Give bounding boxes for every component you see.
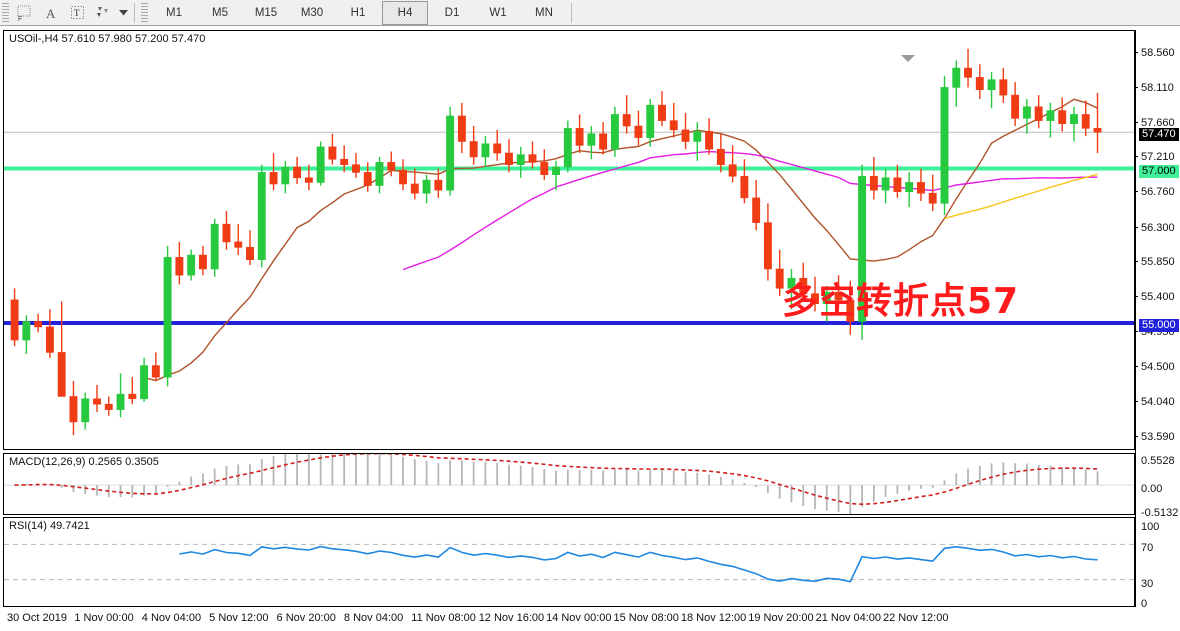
time-tick-label: 1 Nov 00:00 bbox=[74, 612, 134, 624]
timeframe-h4[interactable]: H4 bbox=[382, 0, 428, 25]
price-tick-label: 56.760 bbox=[1141, 186, 1175, 199]
svg-text:F: F bbox=[18, 16, 22, 22]
macd-canvas bbox=[4, 454, 1134, 514]
time-tick-label: 5 Nov 12:00 bbox=[209, 612, 269, 624]
rsi-pane-label: RSI(14) 49.7421 bbox=[9, 520, 90, 532]
rsi-tick-label: 30 bbox=[1141, 578, 1154, 590]
rsi-tick-label: 70 bbox=[1141, 542, 1154, 554]
rsi-tick-label: 100 bbox=[1141, 521, 1160, 533]
price-tickmark bbox=[1135, 51, 1138, 53]
macd-pane-label: MACD(12,26,9) 0.2565 0.3505 bbox=[9, 456, 159, 468]
timeframe-w1[interactable]: W1 bbox=[489, 6, 507, 19]
time-tick-label: 18 Nov 12:00 bbox=[680, 612, 747, 624]
macd-pane[interactable]: MACD(12,26,9) 0.2565 0.3505 bbox=[3, 453, 1135, 515]
time-tick-label: 6 Nov 20:00 bbox=[276, 612, 336, 624]
time-tick-label: 12 Nov 16:00 bbox=[478, 612, 545, 624]
green-level-tag[interactable]: 57.000 bbox=[1139, 164, 1179, 178]
text-label-icon[interactable]: A bbox=[38, 2, 64, 24]
price-tickmark bbox=[1135, 191, 1138, 193]
timeframe-m5[interactable]: M5 bbox=[212, 6, 228, 19]
price-axis[interactable]: 58.560 58.110 57.660 57.210 56.760 56.300 55.8… bbox=[1135, 30, 1180, 610]
time-tick-label: 8 Nov 04:00 bbox=[343, 612, 404, 624]
price-tickmark bbox=[1135, 330, 1138, 332]
chart-scroll-marker-icon[interactable] bbox=[901, 55, 915, 62]
toolbar-divider-right bbox=[571, 2, 572, 23]
price-tickmark bbox=[1135, 226, 1138, 228]
toolbar: F A T M1 M5 M15 M30 H1 H4 D1 W1 MN bbox=[0, 0, 1180, 26]
price-chart-canvas bbox=[4, 48, 1134, 436]
timeframe-h1[interactable]: H1 bbox=[350, 6, 366, 19]
toolbar-grip[interactable] bbox=[2, 2, 9, 23]
price-tickmark bbox=[1135, 436, 1138, 437]
time-tick-label: 14 Nov 00:00 bbox=[546, 612, 612, 624]
price-tick-label: 58.110 bbox=[1141, 81, 1174, 94]
timeframe-m15[interactable]: M15 bbox=[254, 6, 278, 19]
rsi-canvas bbox=[4, 543, 1134, 583]
annotation-text: 多空转折点57 bbox=[782, 281, 1020, 322]
toolbar-divider bbox=[134, 2, 135, 23]
macd-tick-label: 0.00 bbox=[1141, 483, 1163, 496]
timeframe-grip[interactable] bbox=[141, 2, 148, 23]
axis-border bbox=[1135, 30, 1136, 607]
price-tick-label: 57.210 bbox=[1141, 151, 1175, 164]
svg-text:A: A bbox=[46, 6, 56, 21]
rsi-pane[interactable]: RSI(14) 49.7421 bbox=[3, 517, 1135, 607]
time-tick-label: 21 Nov 04:00 bbox=[815, 612, 882, 624]
price-chart-pane[interactable]: USOil-,H4 57.610 57.980 57.200 57.470 bbox=[3, 30, 1135, 450]
timeframe-mn[interactable]: MN bbox=[535, 6, 553, 19]
price-tickmark bbox=[1135, 156, 1138, 158]
timeframe-m1[interactable]: M1 bbox=[166, 6, 182, 19]
macd-tick-label: 0.5528 bbox=[1141, 455, 1175, 467]
time-tick-label: 15 Nov 08:00 bbox=[613, 612, 679, 624]
time-tick-label: 11 Nov 08:00 bbox=[411, 612, 476, 624]
rsi-tick-label: 0 bbox=[1141, 598, 1148, 610]
time-tick-label: 30 Oct 2019 bbox=[7, 612, 67, 624]
price-tick-label: 57.660 bbox=[1141, 116, 1175, 129]
price-pane-label: USOil-,H4 57.610 57.980 57.200 57.470 bbox=[9, 33, 206, 45]
price-tickmark bbox=[1135, 401, 1138, 403]
timeframe-d1[interactable]: D1 bbox=[444, 6, 460, 19]
price-tick-label: 55.400 bbox=[1141, 291, 1175, 304]
dropdown-arrow-icon[interactable] bbox=[116, 2, 130, 24]
price-tick-label: 56.300 bbox=[1141, 221, 1175, 234]
timeframe-m30[interactable]: M30 bbox=[300, 6, 324, 19]
time-tick-label: 4 Nov 04:00 bbox=[141, 612, 202, 624]
price-tick-label: 54.500 bbox=[1141, 360, 1175, 373]
price-tickmark bbox=[1135, 121, 1138, 123]
price-tick-label: 55.850 bbox=[1141, 256, 1175, 269]
crosshair-f-icon[interactable]: F bbox=[12, 2, 38, 24]
svg-text:T: T bbox=[74, 8, 80, 18]
price-tick-label: 53.590 bbox=[1141, 431, 1175, 443]
macd-tick-label: -0.5132 bbox=[1141, 507, 1179, 519]
chart-board: USOil-,H4 57.610 57.980 57.200 57.470 多空… bbox=[0, 26, 1180, 624]
time-tick-label: 22 Nov 12:00 bbox=[883, 612, 949, 624]
price-tickmark bbox=[1135, 261, 1138, 263]
price-tickmark bbox=[1135, 86, 1138, 88]
text-box-icon[interactable]: T bbox=[64, 2, 90, 24]
price-tickmark bbox=[1135, 365, 1138, 367]
time-axis: 30 Oct 2019 1 Nov 00:00 4 Nov 04:00 5 Nov 1… bbox=[3, 609, 1135, 631]
time-tick-label: 19 Nov 20:00 bbox=[748, 612, 814, 624]
price-tickmark bbox=[1135, 296, 1138, 298]
blue-level-tag[interactable]: 55.000 bbox=[1139, 319, 1179, 333]
current-price-tag[interactable]: 57.470 bbox=[1139, 128, 1179, 142]
objects-icon[interactable] bbox=[90, 2, 116, 24]
price-tick-label: 54.040 bbox=[1141, 396, 1175, 409]
price-tick-label: 58.560 bbox=[1141, 46, 1175, 59]
